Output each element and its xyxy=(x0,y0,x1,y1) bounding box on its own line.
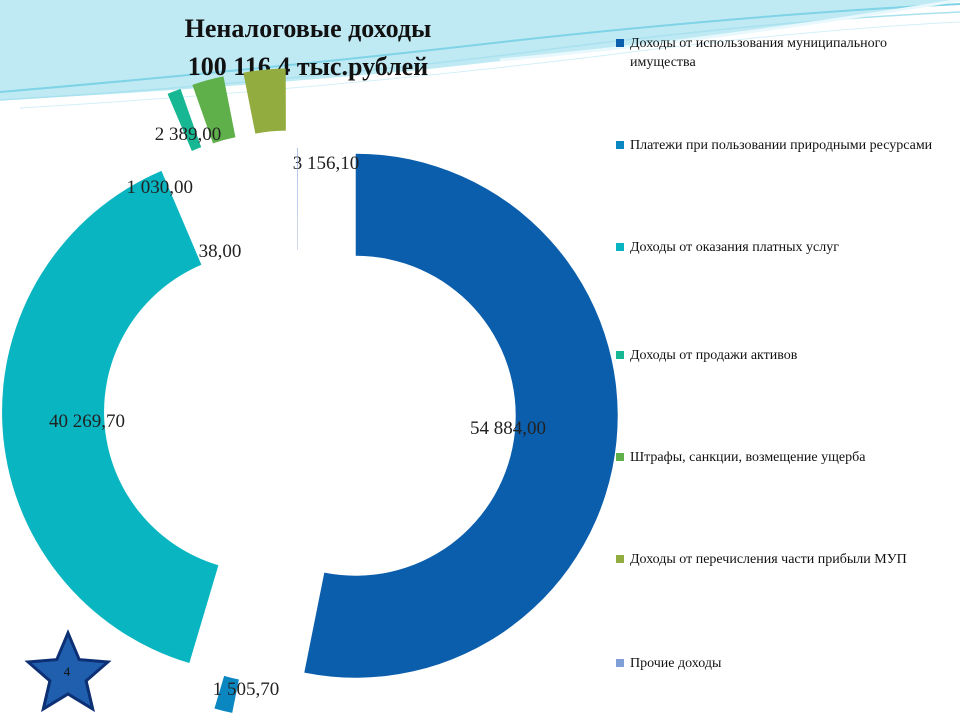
decor-band-blue xyxy=(0,0,960,100)
legend-marker xyxy=(616,141,624,149)
legend-marker xyxy=(616,453,624,461)
decor-wave-1 xyxy=(0,3,960,93)
legend-item: Прочие доходы xyxy=(616,654,951,673)
legend-item: Штрафы, санкции, возмещение ущерба xyxy=(616,448,951,467)
legend-label: Прочие доходы xyxy=(630,656,722,671)
legend-item: Доходы от перечисления части прибыли МУП xyxy=(616,550,951,569)
donut-slice xyxy=(214,675,239,713)
data-label: 2 389,00 xyxy=(155,124,222,145)
donut-slice xyxy=(297,148,298,251)
legend-item: Доходы от оказания платных услуг xyxy=(616,238,951,257)
donut-slice xyxy=(2,170,219,664)
legend-item: Доходы от продажи активов xyxy=(616,346,951,365)
legend-marker xyxy=(616,351,624,359)
legend-marker xyxy=(616,659,624,667)
legend-marker xyxy=(616,555,624,563)
legend-marker xyxy=(616,243,624,251)
chart-title: Неналоговые доходы 100 116,4 тыс.рублей xyxy=(118,10,498,86)
data-label: 1 505,70 xyxy=(213,679,280,700)
donut-slice xyxy=(192,76,236,144)
decor-wave-4 xyxy=(499,0,960,62)
legend-label: Доходы от оказания платных услуг xyxy=(630,240,839,255)
legend-label: Доходы от перечисления части прибыли МУП xyxy=(630,552,907,567)
legend-label: Доходы от использования муниципального и… xyxy=(630,36,888,70)
chart-title-line1: Неналоговые доходы xyxy=(184,14,432,43)
legend-label: Платежи при пользовании природными ресур… xyxy=(630,138,933,153)
legend-item: Доходы от использования муниципального и… xyxy=(616,34,951,72)
chart-title-line2: 100 116,4 тыс.рублей xyxy=(187,52,429,81)
data-label: 38,00 xyxy=(199,241,242,262)
legend-label: Доходы от продажи активов xyxy=(630,348,798,363)
legend-label: Штрафы, санкции, возмещение ущерба xyxy=(630,450,866,465)
data-label: 40 269,70 xyxy=(49,411,125,432)
donut-slice xyxy=(304,153,618,678)
data-label: 3 156,10 xyxy=(293,153,360,174)
decor-wave-3 xyxy=(19,21,960,109)
data-label: 54 884,00 xyxy=(470,418,546,439)
legend-marker xyxy=(616,39,624,47)
data-label: 1 030,00 xyxy=(127,177,194,198)
donut-slice xyxy=(167,88,202,151)
slide-number: 4 xyxy=(63,664,71,679)
legend-item: Платежи при пользовании природными ресур… xyxy=(616,136,951,155)
donut-slice xyxy=(243,68,286,134)
